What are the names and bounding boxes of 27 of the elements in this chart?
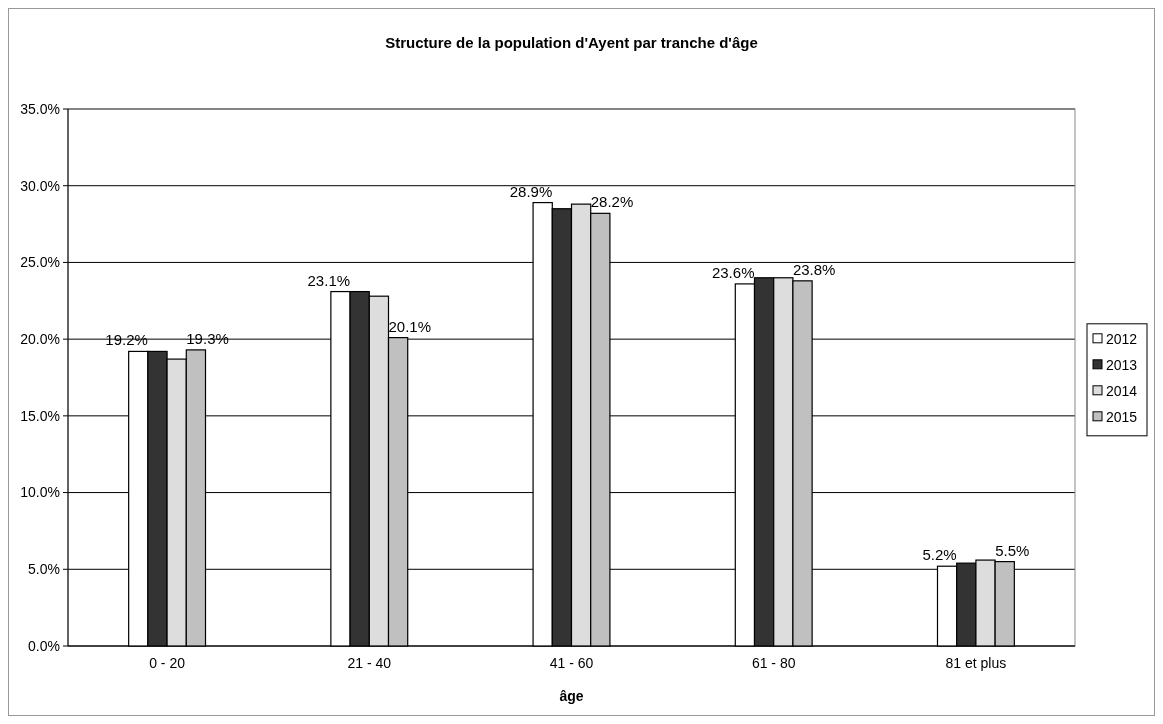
x-tick-label: 0 - 20 [149,655,186,671]
y-tick-label: 15.0% [20,407,60,424]
y-tick-label: 10.0% [20,484,60,501]
legend-label: 2013 [1106,356,1138,373]
y-tick-label: 5.0% [28,561,60,578]
data-label: 5.2% [922,546,957,564]
legend-label: 2015 [1106,408,1138,425]
x-tick-label: 41 - 60 [549,655,594,671]
y-tick-label: 25.0% [20,254,60,271]
x-tick-label: 61 - 80 [751,655,796,671]
data-label: 23.8% [792,260,836,278]
legend-label: 2012 [1106,330,1138,347]
y-tick-label: 35.0% [20,100,60,117]
data-label: 5.5% [995,541,1030,559]
data-label: 23.6% [711,263,755,281]
chart-title: Structure de la population d'Ayent par tranche d'âge [385,34,758,51]
x-tick-label: 81 et plus [945,655,1007,671]
data-label: 28.2% [590,193,634,211]
data-label: 20.1% [388,317,432,335]
data-label: 23.1% [307,271,351,289]
x-axis-title: âge [559,688,584,704]
y-tick-label: 30.0% [20,177,60,194]
y-tick-label: 0.0% [28,637,60,654]
data-label: 28.9% [509,182,553,200]
y-tick-label: 20.0% [20,331,60,348]
legend-label: 2014 [1106,382,1138,399]
x-tick-label: 21 - 40 [347,655,392,671]
